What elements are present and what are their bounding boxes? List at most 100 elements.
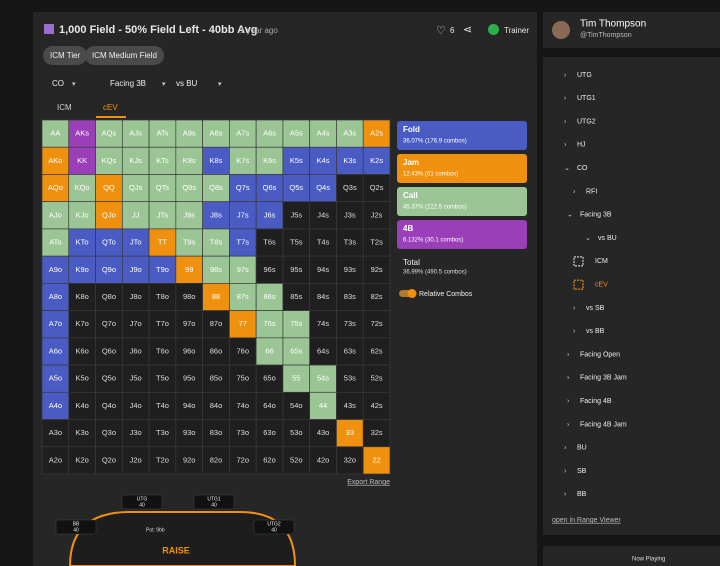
range-cell[interactable] [121,337,150,366]
range-cell[interactable] [229,255,257,284]
range-cell[interactable] [121,119,150,148]
range-cell[interactable] [148,174,177,203]
range-cell[interactable] [255,174,284,203]
range-cell[interactable] [202,310,230,339]
tab[interactable]: ICM [57,103,72,112]
range-cell[interactable] [121,391,150,420]
range-cell[interactable] [95,337,123,366]
trainer-icon[interactable] [488,24,499,35]
tree-item[interactable]: HJ [577,142,586,149]
range-cell[interactable] [202,201,230,230]
range-cell[interactable] [255,419,284,448]
range-cell[interactable] [202,419,230,448]
range-cell[interactable] [175,419,203,448]
tree-item[interactable]: BU [577,445,587,452]
range-cell[interactable] [68,119,96,148]
range-cell[interactable] [68,310,96,339]
range-cell[interactable] [121,446,150,475]
range-cell[interactable] [68,391,96,420]
range-cell[interactable] [309,391,337,420]
range-cell[interactable] [148,119,177,148]
range-cell[interactable] [148,228,177,257]
range-cell[interactable] [41,337,70,366]
tree-item[interactable]: BB [577,491,587,498]
like-icon[interactable]: ♡ [436,25,446,37]
range-cell[interactable] [41,201,70,230]
range-cell[interactable] [336,255,364,284]
range-cell[interactable] [41,419,70,448]
range-cell[interactable] [362,446,391,475]
range-cell[interactable] [282,228,311,257]
range-cell[interactable] [95,419,123,448]
tree-item[interactable]: Facing 3B Jam [580,375,627,382]
range-cell[interactable] [336,201,364,230]
range-cell[interactable] [68,364,96,393]
range-cell[interactable] [336,119,364,148]
range-cell[interactable] [95,446,123,475]
range-cell[interactable] [255,228,284,257]
range-cell[interactable] [175,364,203,393]
range-cell[interactable] [255,146,284,175]
range-cell[interactable] [121,419,150,448]
tree-item[interactable]: cEV [595,282,608,289]
range-cell[interactable] [121,228,150,257]
action-box[interactable] [397,154,527,183]
range-cell[interactable] [148,310,177,339]
range-cell[interactable] [362,146,391,175]
range-cell[interactable] [202,364,230,393]
range-cell[interactable] [148,446,177,475]
tree-item[interactable]: UTG1 [577,95,596,102]
range-cell[interactable] [41,310,70,339]
range-cell[interactable] [336,228,364,257]
range-cell[interactable] [282,337,311,366]
range-cell[interactable] [95,364,123,393]
range-cell[interactable] [229,364,257,393]
range-cell[interactable] [148,283,177,311]
tree-item[interactable]: Facing 4B [580,398,612,405]
trainer[interactable]: Trainer [504,26,530,35]
range-cell[interactable] [175,446,203,475]
tree-item[interactable]: CO [577,165,588,172]
range-cell[interactable] [282,174,311,203]
tree-item[interactable]: RFI [586,188,597,195]
range-cell[interactable] [255,337,284,366]
range-cell[interactable] [255,364,284,393]
range-cell[interactable] [229,419,257,448]
range-cell[interactable] [229,310,257,339]
range-cell[interactable] [362,228,391,257]
range-cell[interactable] [229,283,257,311]
range-cell[interactable] [336,391,364,420]
range-cell[interactable] [282,419,311,448]
filter[interactable]: Facing 3B [110,79,146,88]
range-cell[interactable] [255,391,284,420]
range-cell[interactable] [362,283,391,311]
range-cell[interactable] [336,146,364,175]
range-cell[interactable] [68,446,96,475]
chip[interactable]: ICM Tier [43,46,88,65]
range-cell[interactable] [148,201,177,230]
action-box[interactable] [397,187,527,216]
range-cell[interactable] [175,337,203,366]
range-cell[interactable] [309,255,337,284]
range-cell[interactable] [202,119,230,148]
range-cell[interactable] [309,446,337,475]
range-cell[interactable] [95,391,123,420]
range-cell[interactable] [121,255,150,284]
range-cell[interactable] [68,337,96,366]
range-cell[interactable] [148,146,177,175]
range-cell[interactable] [282,310,311,339]
tree-item[interactable]: Facing 3B [580,212,612,219]
range-cell[interactable] [68,174,96,203]
tree-item[interactable]: vs BB [586,328,605,335]
range-cell[interactable] [229,228,257,257]
tree-item[interactable]: Facing 4B Jam [580,421,627,428]
tree-item[interactable]: UTG [577,72,592,79]
range-cell[interactable] [362,255,391,284]
range-cell[interactable] [309,337,337,366]
range-cell[interactable] [309,174,337,203]
range-cell[interactable] [362,119,391,148]
range-cell[interactable] [41,446,70,475]
range-cell[interactable] [229,446,257,475]
range-cell[interactable] [121,283,150,311]
action-box[interactable] [397,220,527,249]
